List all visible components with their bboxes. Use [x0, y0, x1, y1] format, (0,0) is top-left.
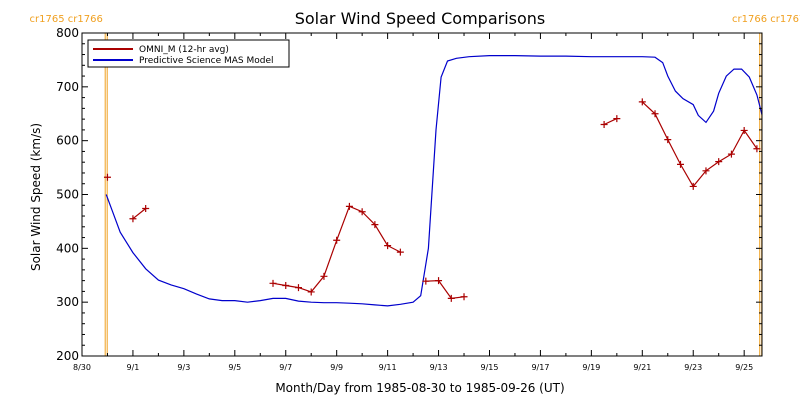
- series-line-omni: [132, 208, 147, 220]
- data-point-omni: [358, 208, 366, 216]
- data-point-omni: [282, 281, 290, 289]
- data-point-omni: [727, 150, 735, 158]
- series-line-omni: [641, 101, 758, 188]
- series-line-omni: [603, 118, 618, 126]
- x-tick-label: 9/19: [582, 363, 600, 372]
- y-axis-label: Solar Wind Speed (km/s): [29, 123, 43, 271]
- plot-frame: [81, 32, 763, 357]
- x-tick-label: 8/30: [73, 363, 91, 372]
- series-line-omni: [425, 279, 465, 300]
- x-tick-label: 9/1: [126, 363, 139, 372]
- carrington-label: cr1765 cr1766: [30, 14, 103, 25]
- data-point-omni: [447, 294, 455, 302]
- legend-label: Predictive Science MAS Model: [139, 56, 274, 66]
- data-point-omni: [345, 202, 353, 210]
- data-point-omni: [333, 236, 341, 244]
- carrington-label: cr1766 cr1767: [732, 14, 800, 25]
- data-point-omni: [307, 288, 315, 296]
- legend-label: OMNI_M (12-hr avg): [139, 45, 229, 55]
- y-tick-label: 500: [56, 188, 79, 202]
- data-point-omni: [384, 242, 392, 250]
- y-tick-label: 400: [56, 241, 79, 255]
- data-point-omni: [753, 145, 761, 153]
- y-tick-label: 300: [56, 295, 79, 309]
- data-point-omni: [740, 126, 748, 134]
- y-tick-label: 200: [56, 349, 79, 363]
- x-tick-label: 9/17: [531, 363, 549, 372]
- series-line-mas-model: [105, 54, 762, 307]
- y-tick-label: 700: [56, 80, 79, 94]
- y-tick-label: 800: [56, 26, 79, 40]
- data-point-omni: [651, 110, 659, 118]
- data-point-omni: [460, 293, 468, 301]
- data-point-omni: [320, 272, 328, 280]
- legend-box: [87, 39, 290, 68]
- data-point-omni: [103, 173, 111, 181]
- data-point-omni: [600, 121, 608, 129]
- data-point-omni: [664, 136, 672, 144]
- x-tick-label: 9/21: [633, 363, 651, 372]
- plot-area: cr1765 cr1766 cr1766 cr1767 200 300 400 500 60…: [30, 14, 800, 372]
- data-point-omni: [142, 204, 150, 212]
- x-tick-label: 9/11: [379, 363, 397, 372]
- data-point-omni: [677, 160, 685, 168]
- x-tick-label: 9/25: [735, 363, 753, 372]
- legend: OMNI_M (12-hr avg)Predictive Science MAS…: [87, 39, 290, 68]
- data-point-omni: [396, 248, 404, 256]
- x-tick-label: 9/15: [481, 363, 499, 372]
- data-point-omni: [294, 284, 302, 292]
- chart-title: Solar Wind Speed Comparisons: [295, 9, 546, 28]
- x-tick-label: 9/7: [279, 363, 292, 372]
- series-line-omni: [272, 205, 401, 293]
- data-point-omni: [435, 277, 443, 285]
- x-tick-label: 9/3: [177, 363, 190, 372]
- x-axis-label: Month/Day from 1985-08-30 to 1985-09-26 …: [275, 381, 564, 395]
- x-tick-label: 9/9: [330, 363, 343, 372]
- x-tick-label: 9/13: [430, 363, 448, 372]
- x-tick-label: 9/5: [228, 363, 241, 372]
- data-point-omni: [689, 182, 697, 190]
- data-point-omni: [638, 98, 646, 106]
- data-point-omni: [371, 221, 379, 229]
- data-point-omni: [715, 158, 723, 166]
- y-tick-label: 600: [56, 134, 79, 148]
- data-point-omni: [702, 167, 710, 175]
- data-point-omni: [613, 115, 621, 123]
- x-tick-label: 9/23: [684, 363, 702, 372]
- data-point-omni: [129, 215, 137, 223]
- data-point-omni: [269, 279, 277, 287]
- data-point-omni: [422, 277, 430, 285]
